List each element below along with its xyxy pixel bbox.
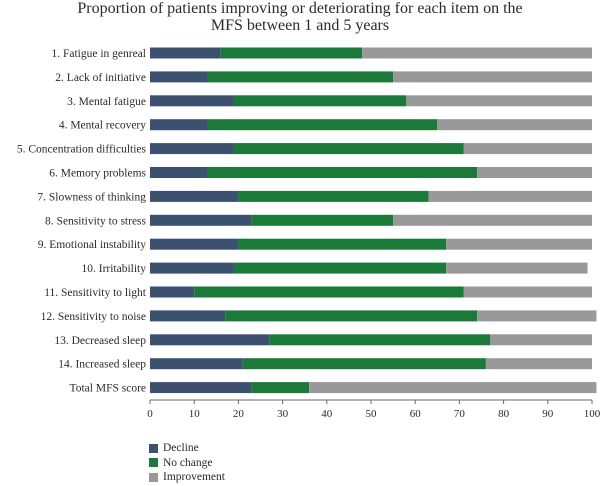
bar-segment-improvement bbox=[463, 143, 592, 155]
bar-segment-improvement bbox=[446, 262, 588, 274]
legend-label-improvement: Improvement bbox=[163, 471, 225, 484]
legend-swatch-decline bbox=[149, 443, 158, 453]
category-label: 6. Memory problems bbox=[49, 168, 146, 180]
bar-segment-no-change bbox=[251, 382, 310, 394]
bar-segment-improvement bbox=[309, 382, 597, 394]
bar-segment-improvement bbox=[477, 167, 592, 178]
legend-swatch-improvement bbox=[149, 472, 158, 482]
category-label: Total MFS score bbox=[70, 383, 147, 395]
category-label: 12. Sensitivity to noise bbox=[41, 311, 146, 323]
x-tick-label: 30 bbox=[277, 408, 289, 420]
x-tick-label: 0 bbox=[147, 408, 153, 420]
x-tick-label: 70 bbox=[454, 408, 466, 420]
bar-segment-improvement bbox=[428, 190, 592, 202]
category-label: 11. Sensitivity to light bbox=[44, 287, 147, 299]
bar-segment-improvement bbox=[437, 119, 592, 131]
bar-segment-decline bbox=[150, 47, 221, 59]
bar-segment-no-change bbox=[233, 262, 447, 274]
bar-segment-decline bbox=[150, 238, 239, 250]
legend: Decline No change Improvement bbox=[149, 441, 225, 485]
bar-segment-improvement bbox=[446, 238, 592, 250]
bar-segment-no-change bbox=[238, 238, 447, 250]
bar-segment-improvement bbox=[490, 334, 592, 346]
bar-segment-decline bbox=[150, 190, 239, 202]
bar-segment-no-change bbox=[194, 286, 464, 298]
bar-segment-decline bbox=[150, 334, 270, 346]
bar-segment-decline bbox=[150, 119, 208, 131]
category-label: 3. Mental fatigue bbox=[67, 96, 146, 108]
category-label: 8. Sensitivity to stress bbox=[45, 215, 146, 227]
category-label: 2. Lack of initiative bbox=[55, 72, 146, 84]
bar-segment-decline bbox=[150, 286, 195, 298]
category-label: 10. Irritability bbox=[81, 263, 146, 275]
x-tick-label: 50 bbox=[366, 408, 378, 420]
category-label: 13. Decreased sleep bbox=[54, 335, 146, 347]
bar-segment-decline bbox=[150, 143, 234, 155]
bar-segment-no-change bbox=[225, 310, 478, 322]
legend-item-decline: Decline bbox=[149, 441, 225, 456]
bar-segment-no-change bbox=[233, 95, 407, 107]
bar-segment-improvement bbox=[485, 358, 592, 370]
bar-segment-improvement bbox=[406, 95, 592, 107]
bar-segment-decline bbox=[150, 214, 252, 226]
x-tick-label: 100 bbox=[584, 408, 600, 420]
bar-segment-decline bbox=[150, 71, 208, 83]
bar-segment-no-change bbox=[207, 119, 438, 131]
bar-segment-decline bbox=[150, 95, 234, 107]
bar-segment-improvement bbox=[393, 214, 592, 226]
legend-swatch-no-change bbox=[149, 458, 158, 468]
x-tick-label: 80 bbox=[498, 408, 510, 420]
bar-segment-decline bbox=[150, 310, 226, 322]
bar-segment-improvement bbox=[393, 71, 592, 83]
bar-segment-improvement bbox=[362, 47, 592, 59]
legend-item-improvement: Improvement bbox=[149, 470, 225, 485]
chart-title: Proportion of patients improving or dete… bbox=[0, 0, 600, 34]
bar-segment-no-change bbox=[207, 167, 478, 178]
bar-segment-no-change bbox=[220, 47, 363, 59]
bar-segment-no-change bbox=[251, 214, 394, 226]
bar-segment-decline bbox=[150, 382, 252, 394]
category-label: 1. Fatigue in genreal bbox=[51, 48, 146, 60]
legend-item-no-change: No change bbox=[149, 456, 225, 471]
bar-segment-improvement bbox=[477, 310, 597, 322]
category-label: 5. Concentration difficulties bbox=[17, 144, 147, 156]
bar-segment-decline bbox=[150, 262, 234, 274]
bar-segment-improvement bbox=[463, 286, 592, 298]
category-label: 4. Mental recovery bbox=[59, 120, 146, 132]
category-label: 9. Emotional instability bbox=[38, 239, 147, 251]
category-label: 14. Increased sleep bbox=[58, 359, 146, 371]
bar-segment-no-change bbox=[207, 71, 394, 83]
x-tick-label: 20 bbox=[233, 408, 245, 420]
bar-segment-decline bbox=[150, 358, 243, 370]
x-tick-label: 90 bbox=[542, 408, 554, 420]
x-tick-label: 60 bbox=[410, 408, 422, 420]
bar-segment-no-change bbox=[238, 190, 429, 202]
chart-title-line-1: Proportion of patients improving or dete… bbox=[77, 0, 523, 17]
legend-label-no-change: No change bbox=[163, 456, 213, 469]
bar-segment-decline bbox=[150, 167, 208, 178]
bar-segment-no-change bbox=[233, 143, 464, 155]
legend-label-decline: Decline bbox=[163, 442, 199, 455]
x-tick-label: 10 bbox=[189, 408, 201, 420]
chart-title-line-2: MFS between 1 and 5 years bbox=[210, 17, 390, 34]
bar-segment-no-change bbox=[269, 334, 491, 346]
category-label: 7. Slowness of thinking bbox=[37, 191, 146, 203]
bar-segment-no-change bbox=[242, 358, 486, 370]
x-tick-label: 40 bbox=[321, 408, 333, 420]
